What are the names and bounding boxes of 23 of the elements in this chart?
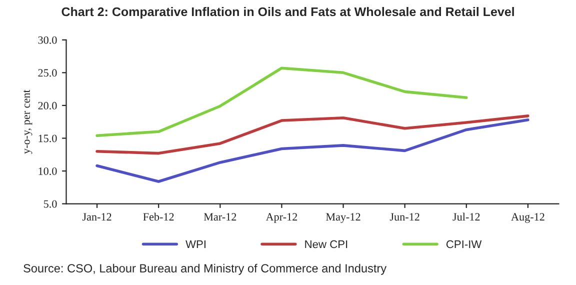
legend-label: New CPI [305, 240, 348, 248]
y-tick-label: 5.0 [44, 200, 57, 208]
legend-label: WPI [186, 240, 206, 248]
y-axis-title: y-o-y, per cent [24, 90, 32, 154]
x-tick-label: Jan-12 [82, 213, 112, 221]
y-tick-label: 20.0 [38, 102, 57, 110]
legend-label: CPI-IW [446, 240, 482, 248]
x-tick-label: Jul-12 [452, 212, 480, 221]
x-tick-label: Mar-12 [204, 213, 236, 221]
line-series [96, 118, 530, 183]
x-tick-label: May-12 [326, 213, 360, 223]
x-tick-label: Aug-12 [511, 213, 544, 223]
chart-title: Chart 2: Comparative Inflation in Oils and Fats at Wholesale and Retail Level [62, 7, 514, 19]
y-tick-label: 15.0 [38, 134, 57, 142]
line-series [96, 114, 530, 155]
y-tick-label: 10.0 [38, 167, 57, 176]
x-tick-label: Feb-12 [143, 212, 174, 221]
line-series [96, 66, 468, 137]
y-tick-label: 30.0 [38, 36, 57, 44]
y-tick-label: 25.0 [38, 69, 57, 77]
x-tick-label: Apr-12 [266, 213, 298, 223]
x-tick-label: Jun-12 [390, 213, 420, 221]
source-note: Source: CSO, Labour Bureau and Ministry of Commerce and Industry [24, 264, 387, 275]
